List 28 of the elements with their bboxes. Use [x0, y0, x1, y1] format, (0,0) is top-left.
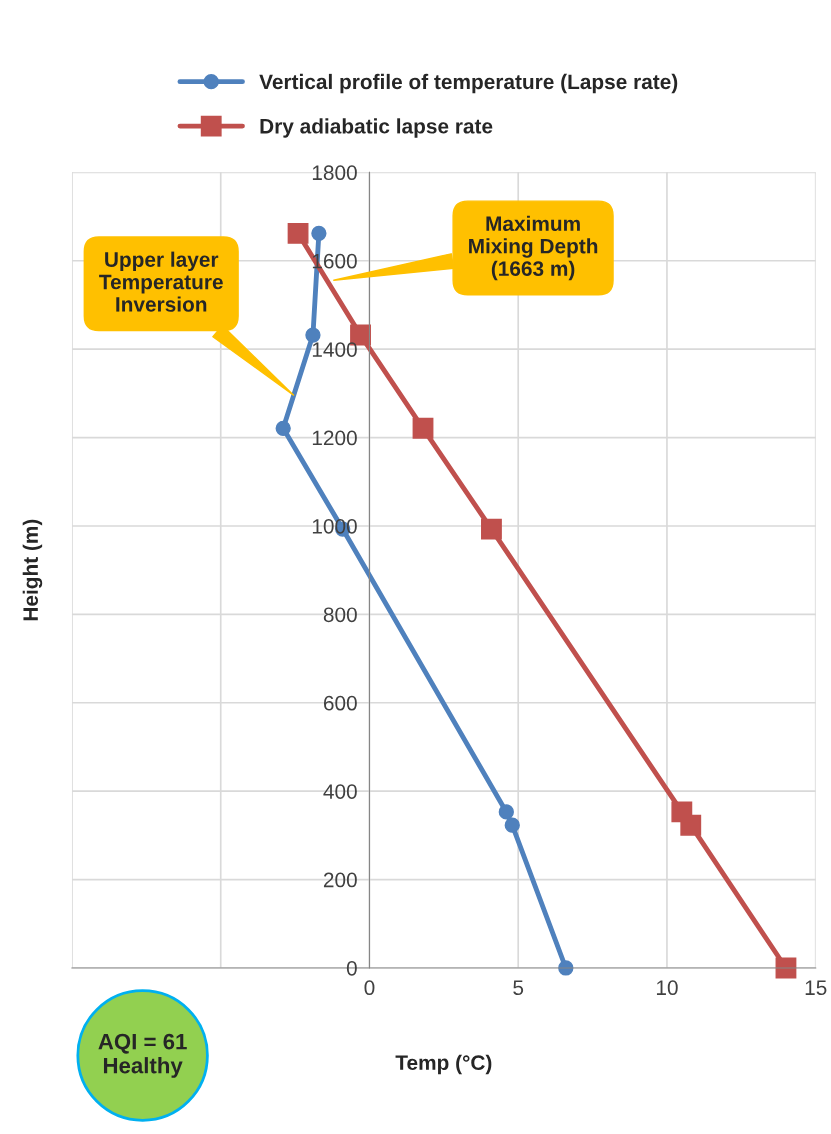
y-tick-label: 1400 — [312, 342, 357, 357]
x-tick-label: 5 — [513, 980, 524, 996]
x-axis-title: Temp (°C) — [395, 1054, 492, 1075]
y-tick-label: 0 — [346, 960, 357, 976]
point — [311, 225, 327, 242]
legend-label: Vertical profile of temperature (Lapse rate) — [259, 73, 678, 94]
y-tick-label: 1200 — [312, 430, 357, 446]
point — [287, 222, 309, 244]
y-axis-title: Height (m) — [22, 519, 43, 621]
point — [504, 817, 520, 833]
x-tick-label: 15 — [805, 980, 827, 996]
y-tick-label: 600 — [323, 695, 357, 711]
point — [305, 327, 321, 343]
x-tick-label: 0 — [364, 980, 375, 996]
text: AQI = 61 Healthy — [98, 1033, 187, 1078]
y-tick-label: 800 — [323, 607, 357, 623]
x-tick-label: 10 — [656, 980, 678, 996]
annotation: Maximum Mixing Depth (1663 m) — [469, 215, 598, 281]
point — [671, 801, 693, 823]
y-tick-label: 1800 — [312, 165, 357, 181]
annotation: Upper layer Temperature Inversion — [99, 251, 223, 312]
point — [412, 417, 434, 439]
y-tick-label: 400 — [323, 784, 357, 799]
legend-label: Dry adiabatic lapse rate — [260, 118, 493, 138]
point — [481, 518, 502, 540]
point — [275, 420, 291, 436]
y-tick-label: 200 — [323, 872, 357, 888]
point — [498, 804, 514, 820]
